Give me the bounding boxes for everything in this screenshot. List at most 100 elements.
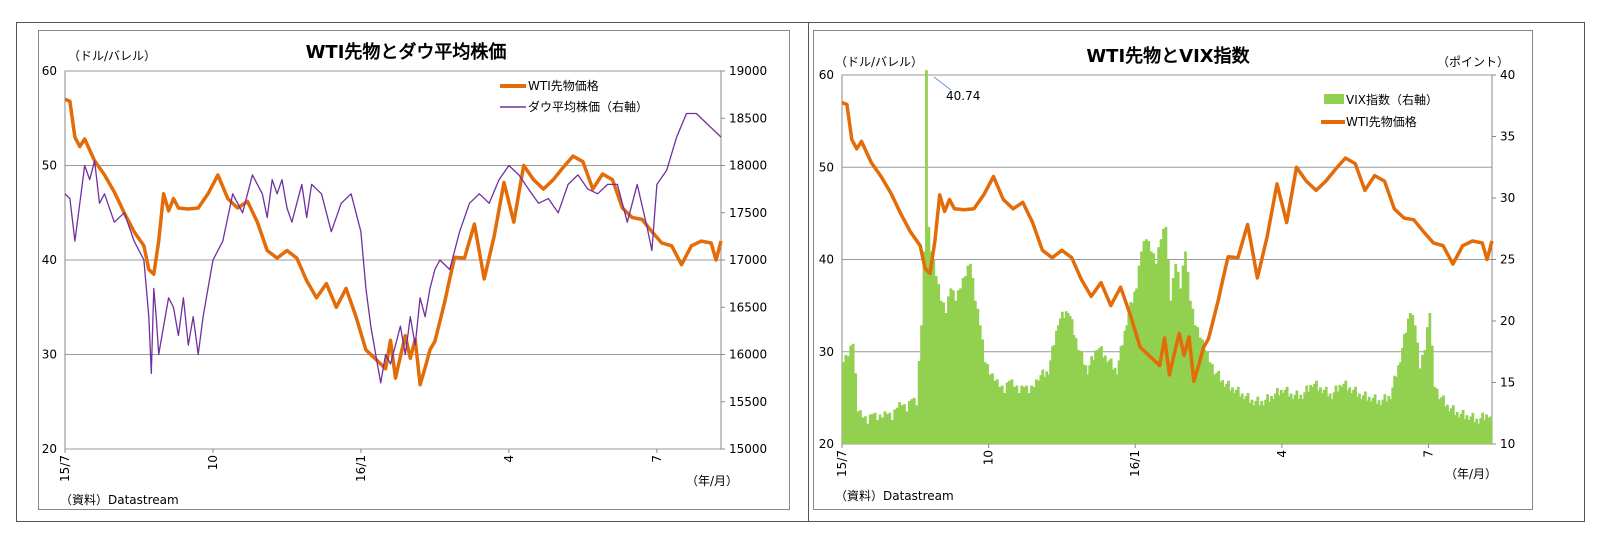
y-right-tick-label: 17500 <box>729 206 767 220</box>
vix-bar <box>1473 422 1477 444</box>
vix-bar <box>1231 387 1234 444</box>
vix-bar <box>1055 330 1058 444</box>
vix-bar <box>1096 349 1099 444</box>
y-right-tick-label: 25 <box>1500 253 1515 267</box>
vix-bar <box>868 414 872 444</box>
vix-bar <box>1411 314 1415 444</box>
figure-frame <box>16 22 1585 522</box>
vix-bar <box>1234 389 1238 444</box>
vix-bar <box>991 373 994 444</box>
vix-bar <box>1066 313 1070 444</box>
vix-bar <box>1201 339 1204 444</box>
vix-bar <box>1039 375 1043 444</box>
legend: VIX指数（右軸） WTI先物価格 <box>1321 92 1438 129</box>
vix-bar <box>1227 380 1230 444</box>
vix-bar <box>1342 383 1346 444</box>
vix-bar <box>1318 387 1322 444</box>
vix-bar <box>1264 399 1268 444</box>
vix-bar <box>1391 387 1395 444</box>
vix-bar <box>1423 349 1427 444</box>
vix-bar <box>890 420 894 444</box>
y-right-tick-label: 19000 <box>729 64 767 78</box>
vix-bar <box>1274 393 1277 444</box>
y-left-tick-label: 20 <box>42 442 57 456</box>
vix-bar <box>1320 392 1324 444</box>
y-right-tick-label: 15 <box>1500 376 1515 390</box>
vix-bar <box>907 400 911 444</box>
vix-bar <box>1334 385 1338 444</box>
vix-bar <box>1238 396 1242 444</box>
vix-bar <box>1367 396 1371 444</box>
vix-bar <box>1086 374 1090 444</box>
vix-bar <box>1428 313 1432 444</box>
vix-bar <box>932 259 936 444</box>
wti-series-line <box>841 101 1494 384</box>
x-tick-label: 15/7 <box>58 455 72 482</box>
vix-bar <box>1062 317 1066 444</box>
vix-bar <box>995 379 999 444</box>
vix-bar <box>1041 369 1045 444</box>
vix-bar <box>917 360 921 444</box>
vix-bar <box>1381 399 1385 444</box>
vix-bar <box>1045 371 1049 444</box>
vix-bar <box>1162 228 1165 444</box>
vix-bar <box>939 300 943 444</box>
right-axis-unit: （ポイント） <box>1437 55 1509 69</box>
vix-bar <box>1455 412 1459 444</box>
vix-bar <box>1232 392 1236 444</box>
vix-bar <box>1000 385 1004 444</box>
vix-bar <box>1326 396 1330 444</box>
vix-bar <box>1131 303 1135 444</box>
vix-bar <box>1287 396 1291 444</box>
vix-bar <box>1383 394 1387 444</box>
vix-bar <box>1149 251 1153 444</box>
vix-bar <box>1465 415 1469 444</box>
vix-bar <box>1397 365 1400 444</box>
vix-bar <box>1219 381 1223 444</box>
vix-bar <box>1379 405 1383 444</box>
vix-bar <box>1311 386 1314 444</box>
vix-bar <box>1332 392 1336 444</box>
vix-bar <box>1354 386 1357 444</box>
vix-bar <box>1005 382 1009 444</box>
vix-bar <box>1082 364 1086 444</box>
vix-bar <box>1421 354 1424 444</box>
vix-bar <box>1461 409 1465 444</box>
vix-bar <box>1123 330 1127 444</box>
vix-bar <box>881 417 884 444</box>
vix-bar <box>1336 391 1340 444</box>
vix-bar <box>1037 380 1041 444</box>
vix-bar <box>1167 259 1170 444</box>
vix-bar <box>1103 355 1107 444</box>
vix-bar <box>983 362 987 444</box>
vix-bar <box>1213 374 1217 444</box>
vix-bar <box>1229 390 1232 444</box>
vix-bar <box>934 276 938 444</box>
y-left-tick-label: 30 <box>819 345 834 359</box>
vix-bar <box>1435 388 1439 444</box>
vix-bar <box>1275 388 1279 444</box>
legend-label-wti: WTI先物価格 <box>1346 114 1417 129</box>
vix-bar <box>1119 346 1123 444</box>
vix-bar <box>1485 414 1488 444</box>
vix-bar <box>1330 399 1334 444</box>
vix-bar <box>1117 360 1121 444</box>
vix-bar <box>1072 335 1076 444</box>
legend-label-vix: VIX指数（右軸） <box>1346 92 1438 107</box>
vix-bar <box>1115 374 1119 444</box>
vix-bar <box>1102 357 1105 444</box>
x-tick-label: 10 <box>206 455 220 470</box>
vix-bar <box>1258 405 1262 444</box>
vix-bar <box>1121 344 1125 444</box>
vix-bar <box>1408 313 1412 444</box>
vix-bar <box>871 413 875 444</box>
vix-bar <box>1260 400 1264 444</box>
vix-bar <box>1371 397 1375 444</box>
vix-bar <box>1481 412 1485 444</box>
legend-swatch-vix <box>1324 94 1344 104</box>
vix-bar <box>1198 337 1202 444</box>
vix-bar <box>925 70 928 444</box>
vix-bar <box>1047 374 1051 444</box>
vix-bar <box>1401 348 1404 444</box>
vix-bar <box>1346 390 1350 444</box>
